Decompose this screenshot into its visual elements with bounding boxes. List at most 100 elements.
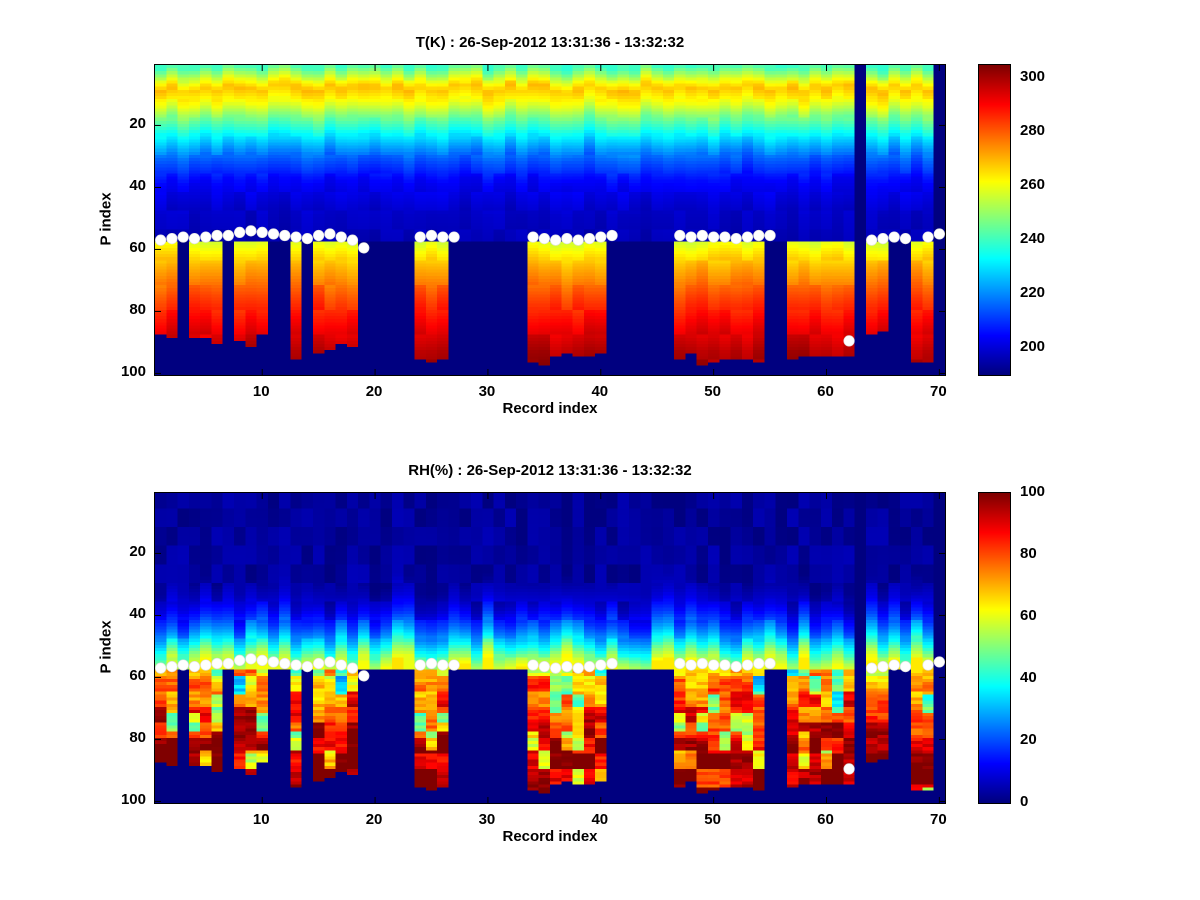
x-tick-label: 50	[704, 383, 721, 400]
level-marker-dot	[888, 659, 900, 671]
level-marker-dot	[583, 233, 596, 245]
x-tick-label: 10	[252, 811, 270, 828]
humidity-heatmap-canvas	[155, 493, 945, 803]
level-marker-dot	[222, 229, 234, 242]
level-marker-dot	[448, 659, 460, 671]
level-marker-dot	[866, 234, 878, 246]
x-tick-label: 30	[478, 811, 496, 828]
y-axis-label-humidity: P index	[97, 620, 115, 674]
level-marker-dot	[200, 231, 212, 243]
level-marker-dot	[177, 659, 189, 671]
x-tick-label: 20	[365, 383, 383, 400]
level-marker-dot	[764, 657, 776, 670]
y-tick-label: 100	[120, 363, 146, 381]
y-tick-label: 100	[120, 791, 146, 809]
level-marker-dot	[899, 233, 912, 245]
level-marker-dot	[414, 659, 426, 671]
level-marker-dot	[550, 662, 562, 674]
level-marker-dot	[527, 231, 539, 243]
level-marker-dot	[561, 233, 573, 245]
level-marker-dot	[166, 661, 178, 673]
level-marker-dot	[290, 659, 302, 671]
level-marker-dot	[877, 233, 889, 245]
temperature-heatmap-canvas	[155, 65, 945, 375]
level-marker-dot	[346, 662, 359, 674]
level-marker-dot	[188, 661, 201, 673]
level-marker-dot	[358, 670, 370, 682]
level-marker-dot	[437, 231, 449, 243]
colorbar-tick-label: 40	[1020, 669, 1037, 686]
level-marker-dot	[899, 661, 912, 673]
colorbar-tick-label: 260	[1020, 176, 1046, 194]
level-marker-dot	[324, 656, 336, 668]
level-marker-dot	[764, 229, 776, 242]
x-tick-label: 70	[930, 383, 947, 400]
level-marker-dot	[324, 228, 336, 240]
humidity-plot-overlay	[155, 493, 945, 803]
level-marker-dot	[933, 656, 945, 668]
level-marker-dot	[561, 661, 573, 673]
humidity-heatmap-plot	[154, 492, 946, 804]
humidity-colorbar	[978, 492, 1011, 804]
level-marker-dot	[922, 659, 934, 671]
level-marker-dot	[256, 654, 268, 666]
chart-title-humidity: RH(%) : 26-Sep-2012 13:31:36 - 13:32:32	[408, 462, 692, 479]
level-marker-dot	[922, 231, 934, 243]
level-marker-dot	[245, 653, 257, 665]
y-tick-label: 60	[129, 239, 146, 257]
level-marker-dot	[595, 231, 607, 243]
level-marker-dot	[279, 657, 291, 670]
x-tick-label: 60	[817, 383, 834, 400]
level-marker-dot	[877, 661, 889, 673]
level-marker-dot	[843, 335, 855, 347]
y-tick-label: 60	[129, 667, 146, 685]
x-tick-label: 20	[365, 811, 383, 828]
level-marker-dot	[358, 242, 370, 254]
colorbar-tick-label: 220	[1020, 284, 1046, 302]
level-marker-dot	[741, 231, 754, 243]
y-tick-label: 80	[129, 729, 146, 747]
y-tick-label: 20	[129, 115, 146, 133]
level-marker-dot	[166, 233, 178, 245]
x-axis-label-temperature: Record index	[502, 400, 598, 417]
colorbar-tick-label: 280	[1020, 122, 1046, 140]
level-marker-dot	[550, 234, 562, 246]
humidity-colorbar-canvas	[979, 493, 1010, 803]
level-marker-dot	[425, 229, 438, 242]
level-marker-dot	[572, 662, 584, 674]
level-marker-dot	[696, 657, 708, 670]
x-tick-label: 60	[817, 811, 834, 828]
level-marker-dot	[933, 228, 945, 240]
level-marker-dot	[335, 659, 347, 671]
x-tick-label: 40	[591, 811, 609, 828]
level-marker-dot	[188, 233, 201, 245]
level-marker-dot	[730, 233, 742, 245]
level-marker-dot	[606, 229, 618, 242]
level-marker-dot	[866, 662, 878, 674]
x-tick-label: 40	[591, 383, 609, 400]
level-marker-dot	[888, 231, 900, 243]
level-marker-dot	[245, 225, 257, 237]
level-marker-dot	[234, 654, 246, 666]
level-marker-dot	[719, 659, 731, 671]
level-marker-dot	[256, 226, 268, 238]
level-marker-dot	[437, 659, 449, 671]
x-tick-label: 30	[478, 383, 496, 400]
level-marker-dot	[708, 231, 720, 243]
level-marker-dot	[222, 657, 234, 670]
level-marker-dot	[674, 229, 686, 242]
level-marker-dot	[730, 661, 742, 673]
level-marker-dot	[425, 657, 438, 670]
level-marker-dot	[843, 763, 855, 775]
level-marker-dot	[685, 231, 697, 243]
colorbar-tick-label: 100	[1020, 483, 1046, 500]
colorbar-tick-label: 300	[1020, 68, 1046, 86]
y-tick-label: 40	[129, 605, 146, 623]
y-tick-label: 80	[129, 301, 146, 319]
temperature-plot-overlay	[155, 65, 945, 375]
level-marker-dot	[414, 231, 426, 243]
level-marker-dot	[583, 661, 596, 673]
level-marker-dot	[267, 228, 280, 240]
level-marker-dot	[267, 656, 280, 668]
